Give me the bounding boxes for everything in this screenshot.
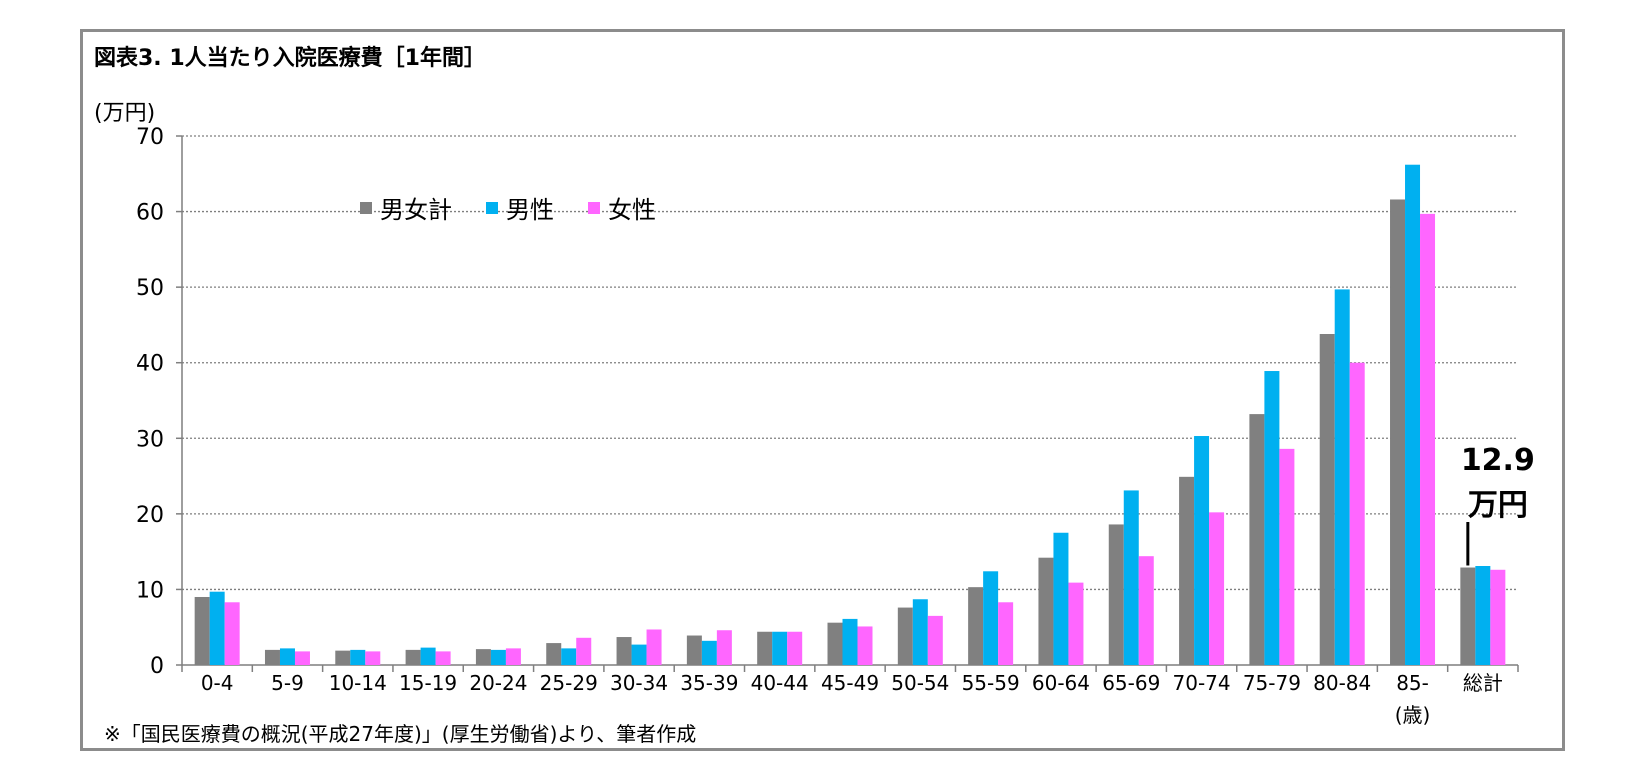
bar-total bbox=[264, 649, 280, 665]
y-tick-label: 60 bbox=[136, 201, 164, 226]
bar-female bbox=[1490, 569, 1506, 665]
y-axis-unit-label: (万円) bbox=[94, 101, 156, 126]
bar-female bbox=[435, 651, 451, 665]
bar-total bbox=[546, 643, 562, 665]
y-tick-label: 40 bbox=[136, 352, 164, 377]
bar-male bbox=[490, 649, 506, 665]
chart-frame bbox=[80, 29, 1565, 751]
bar-total bbox=[335, 650, 351, 665]
y-tick-label: 0 bbox=[150, 654, 164, 679]
bar-female bbox=[294, 651, 310, 665]
annotation-value: 12.9 bbox=[1461, 443, 1535, 478]
legend-label: 女性 bbox=[608, 196, 656, 224]
bar-male bbox=[1053, 532, 1069, 665]
bar-male bbox=[1475, 566, 1491, 665]
bar-male bbox=[983, 571, 999, 665]
x-tick-label: 40-44 bbox=[751, 671, 809, 695]
bar-female bbox=[716, 630, 732, 665]
x-tick-label: 65-69 bbox=[1102, 671, 1160, 695]
bar-male bbox=[1334, 289, 1350, 665]
bar-total bbox=[616, 637, 632, 665]
bar-female bbox=[505, 648, 521, 665]
bar-total bbox=[1390, 199, 1406, 666]
x-tick-label: 0-4 bbox=[201, 671, 234, 695]
bar-total bbox=[897, 607, 913, 665]
x-tick-label: 50-54 bbox=[891, 671, 949, 695]
bar-female bbox=[576, 637, 592, 665]
bar-total bbox=[405, 649, 421, 665]
bar-male bbox=[1264, 371, 1280, 665]
legend-label: 男性 bbox=[506, 196, 554, 224]
source-note: ※「国民医療費の概況(平成27年度)」(厚生労働省)より、筆者作成 bbox=[104, 722, 697, 746]
bar-total bbox=[686, 635, 702, 665]
chart-title: 図表3. 1人当たり入院医療費［1年間］ bbox=[94, 46, 486, 71]
y-tick-label: 30 bbox=[136, 427, 164, 452]
y-tick-label: 70 bbox=[136, 125, 164, 150]
bar-male bbox=[772, 631, 788, 665]
x-tick-label: 10-14 bbox=[329, 671, 387, 695]
x-tick-label: 45-49 bbox=[821, 671, 879, 695]
bar-female bbox=[787, 631, 803, 665]
bar-female bbox=[646, 629, 662, 665]
bar-total bbox=[1038, 557, 1054, 665]
bar-female bbox=[365, 651, 381, 665]
bar-female bbox=[1279, 448, 1295, 665]
bar-total bbox=[1319, 333, 1335, 665]
bar-male bbox=[350, 649, 366, 665]
y-tick-label: 50 bbox=[136, 276, 164, 301]
x-tick-label: 総計 bbox=[1463, 671, 1503, 695]
x-tick-label: 85- bbox=[1396, 671, 1429, 695]
bar-total bbox=[1108, 524, 1124, 665]
bar-total bbox=[968, 587, 984, 665]
x-axis-unit-label: (歳) bbox=[1395, 703, 1431, 727]
x-tick-label: 35-39 bbox=[680, 671, 738, 695]
bar-total bbox=[1179, 476, 1195, 665]
bar-female bbox=[224, 602, 240, 665]
x-tick-label: 75-79 bbox=[1243, 671, 1301, 695]
x-tick-label: 25-29 bbox=[540, 671, 598, 695]
annotation-unit: 万円 bbox=[1468, 488, 1528, 523]
bar-male bbox=[701, 640, 717, 665]
bar-male bbox=[561, 648, 577, 665]
bar-male bbox=[1405, 164, 1421, 665]
y-tick-label: 20 bbox=[136, 503, 164, 528]
x-tick-label: 80-84 bbox=[1313, 671, 1371, 695]
bar-female bbox=[1068, 582, 1084, 665]
x-tick-label: 15-19 bbox=[399, 671, 457, 695]
bar-male bbox=[209, 591, 225, 665]
legend-swatch bbox=[360, 202, 372, 214]
bar-female bbox=[998, 602, 1014, 665]
bar-total bbox=[1249, 414, 1265, 665]
legend-swatch bbox=[486, 202, 498, 214]
bar-total bbox=[757, 631, 773, 665]
bar-male bbox=[1194, 436, 1210, 665]
x-tick-label: 70-74 bbox=[1173, 671, 1231, 695]
x-tick-label: 60-64 bbox=[1032, 671, 1090, 695]
bar-female bbox=[857, 626, 873, 665]
bar-total bbox=[1460, 567, 1476, 665]
bar-female bbox=[1209, 512, 1225, 665]
bar-male bbox=[1123, 490, 1139, 665]
bar-female bbox=[1138, 556, 1154, 665]
y-tick-label: 10 bbox=[136, 578, 164, 603]
bar-total bbox=[475, 649, 491, 665]
bar-male bbox=[279, 648, 295, 665]
bar-total bbox=[827, 622, 843, 665]
bar-female bbox=[1349, 362, 1365, 665]
x-tick-label: 20-24 bbox=[469, 671, 527, 695]
bar-male bbox=[842, 618, 858, 665]
bar-female bbox=[927, 615, 943, 665]
bar-female bbox=[1420, 213, 1436, 666]
bar-total bbox=[194, 596, 210, 665]
legend-label: 男女計 bbox=[380, 196, 452, 224]
x-tick-label: 5-9 bbox=[271, 671, 304, 695]
bar-male bbox=[912, 599, 928, 665]
x-tick-label: 30-34 bbox=[610, 671, 668, 695]
bar-male bbox=[631, 644, 647, 665]
x-tick-label: 55-59 bbox=[962, 671, 1020, 695]
bar-male bbox=[420, 647, 436, 665]
legend-swatch bbox=[588, 202, 600, 214]
